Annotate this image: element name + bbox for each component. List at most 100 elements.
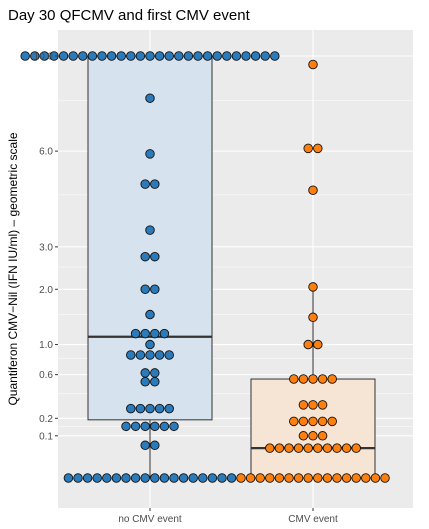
data-point [150,179,160,189]
data-point [150,473,160,483]
data-point [313,473,323,483]
data-point [198,473,208,483]
data-point [126,350,136,360]
data-point [222,51,232,61]
y-axis-ticks: 0.1 0.2 0.6 1.0 2.0 3.0 6.0 10.0 [34,52,58,442]
data-point [308,312,318,323]
data-point [150,328,160,339]
data-point [317,416,328,427]
data-point [130,473,141,483]
data-point [308,59,318,70]
data-point [73,473,83,483]
data-point [154,350,165,360]
data-point [289,416,299,427]
data-point [116,51,126,61]
data-point [332,473,342,483]
y-tick-label: 0.1 [39,431,53,442]
data-point [298,374,309,384]
data-point [265,473,275,483]
data-point [140,421,150,432]
data-point [102,473,112,483]
data-point [250,51,261,61]
data-point [111,473,122,483]
data-point [341,443,352,453]
data-point [236,473,246,483]
data-point [313,143,323,154]
data-point [150,421,160,432]
y-tick-label: 3.0 [39,242,53,253]
chart-title: Day 30 QFCMV and first CMV event [8,7,251,24]
y-tick-label: 1.0 [39,340,53,351]
data-point [207,473,218,483]
x-tick-label: CMV event [288,514,338,525]
data-point [82,473,93,483]
box [87,55,213,421]
data-point [121,421,131,432]
data-point [145,309,155,320]
data-point [140,440,150,451]
data-point [298,416,309,427]
data-point [174,51,184,61]
data-point [164,350,174,360]
data-point [63,473,74,483]
data-point [361,473,371,483]
data-point [150,440,160,451]
data-point [145,403,155,414]
data-point [308,374,318,384]
data-point [284,443,294,453]
data-point [274,443,285,453]
y-tick-label: 0.6 [39,370,53,381]
data-point [164,403,174,414]
data-point [188,473,198,483]
data-point [150,368,160,378]
data-point [308,416,318,427]
data-point [308,185,318,195]
data-point [97,51,107,61]
data-point [92,473,102,483]
data-point [341,473,352,483]
data-point [313,443,323,453]
data-point [135,350,146,360]
data-point [159,473,170,483]
data-point [49,51,59,61]
data-point [289,374,299,384]
data-point [202,51,213,61]
data-point [145,93,155,103]
data-point [150,377,160,387]
data-point [255,473,265,483]
data-point [226,473,237,483]
y-tick-label: 10.0 [34,52,54,63]
data-point [140,473,150,483]
data-point [274,473,285,483]
data-point [327,416,337,427]
data-point [169,421,179,432]
data-points [20,51,390,483]
data-point [351,473,361,483]
data-point [159,328,170,339]
data-point [260,51,270,61]
x-axis-ticks: no CMV event CMV event [118,508,338,525]
data-point [303,143,313,154]
data-point [308,400,318,410]
data-point [380,473,390,483]
data-point [30,51,40,61]
data-point [154,51,165,61]
data-point [130,421,141,432]
y-tick-label: 6.0 [39,147,53,158]
data-point [327,374,337,384]
data-point [150,251,160,262]
data-point [169,473,179,483]
data-point [145,350,155,360]
y-tick-label: 0.2 [39,414,53,425]
data-point [140,328,150,339]
data-point [145,225,155,235]
data-point [145,339,155,350]
data-point [106,51,117,61]
data-point [270,51,280,61]
data-point [370,473,381,483]
y-axis-label: Quantiferon CMV−Nil (IFN IU/ml) – geomet… [6,132,20,405]
data-point [126,51,136,61]
data-point [293,443,304,453]
data-point [145,149,155,159]
data-point [58,51,69,61]
